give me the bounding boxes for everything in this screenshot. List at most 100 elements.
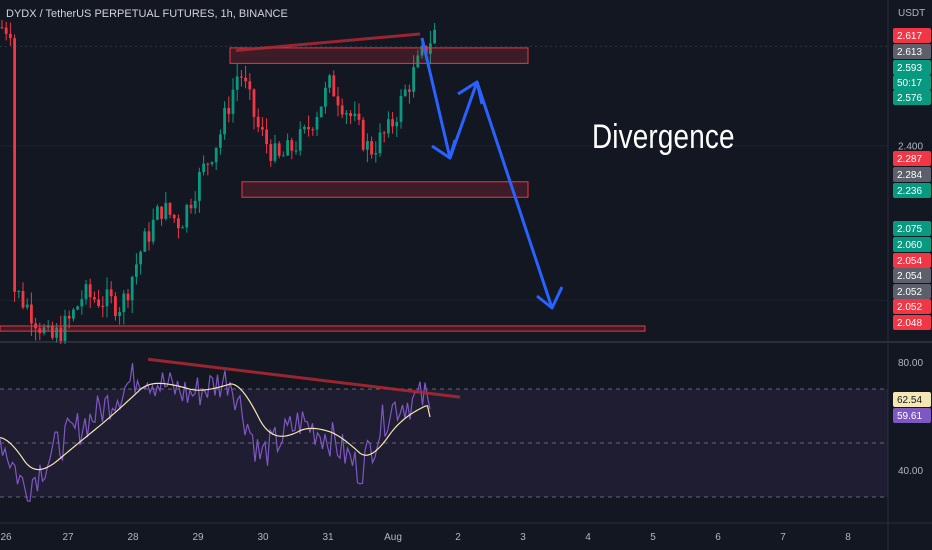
- price-label-box: [893, 299, 931, 314]
- price-label-box: [893, 75, 931, 90]
- candle-body: [130, 276, 134, 301]
- candle-body: [219, 134, 222, 148]
- candle-body: [25, 304, 29, 308]
- rsi-label-text: 59.61: [897, 411, 922, 422]
- price-label-box: [893, 268, 931, 283]
- candle-body: [412, 67, 415, 92]
- price-zone: [0, 325, 646, 332]
- candle-body: [315, 116, 319, 130]
- candle-body: [118, 312, 121, 316]
- time-tick: 27: [62, 532, 74, 543]
- price-label-text: 2.593: [897, 63, 922, 74]
- price-label-text: 2.075: [897, 224, 922, 235]
- price-label-text: 2.287: [897, 154, 922, 165]
- candle-body: [319, 106, 323, 117]
- candle-body: [193, 200, 197, 209]
- time-tick: 5: [650, 532, 656, 543]
- candle-body: [378, 132, 382, 154]
- candle-body: [214, 147, 218, 163]
- candle-body: [395, 121, 399, 127]
- candle-body: [286, 140, 289, 156]
- price-label-box: [893, 284, 931, 299]
- candle-body: [273, 143, 277, 161]
- price-label-text: 2.284: [897, 170, 922, 181]
- candle-body: [51, 325, 54, 338]
- rsi-divergence-line: [147, 357, 461, 399]
- candle-body: [256, 116, 260, 128]
- candle-body: [46, 325, 50, 328]
- price-label-box: [893, 44, 931, 59]
- candle-body: [105, 289, 109, 307]
- candle-body: [80, 299, 84, 307]
- candle-body: [408, 89, 411, 92]
- price-label-text: 2.236: [897, 186, 922, 197]
- candle-body: [261, 127, 264, 130]
- price-label-box: [893, 315, 931, 330]
- candle-body: [109, 289, 113, 297]
- price-divergence-line: [235, 32, 421, 52]
- time-tick: 26: [0, 532, 12, 543]
- price-label-text: 2.576: [897, 93, 922, 104]
- rsi-label-box: [893, 392, 931, 407]
- candle-body: [294, 150, 298, 152]
- time-tick: 31: [322, 532, 334, 543]
- candle-body: [429, 43, 432, 54]
- candle-body: [416, 55, 420, 68]
- price-label-box: [893, 151, 931, 166]
- candle-body: [382, 132, 386, 134]
- candle-body: [324, 87, 327, 107]
- candle-body: [177, 218, 180, 229]
- candle-body: [277, 143, 281, 156]
- divergence-annotation: Divergence: [592, 118, 735, 156]
- price-label-box: [893, 28, 931, 43]
- rsi-tick: 40.00: [898, 466, 923, 477]
- candle-body: [147, 231, 151, 242]
- time-tick: 28: [127, 532, 139, 543]
- price-tick: 2.400: [898, 142, 923, 153]
- price-label-text: 2.613: [897, 47, 922, 58]
- time-tick: 4: [585, 532, 591, 543]
- candle-body: [370, 141, 373, 155]
- candle-body: [252, 89, 256, 117]
- arrowhead-2: [457, 80, 484, 105]
- candle-body: [387, 119, 390, 134]
- price-label-text: 2.054: [897, 256, 922, 267]
- chart-title: DYDX / TetherUS PERPETUAL FUTURES, 1h, B…: [6, 8, 288, 20]
- candle-body: [336, 96, 340, 106]
- candle-body: [433, 29, 436, 44]
- price-label-text: 2.060: [897, 240, 922, 251]
- candle-body: [172, 214, 176, 219]
- candle-body: [76, 306, 79, 310]
- candle-body: [88, 284, 92, 298]
- candle-body: [311, 129, 315, 131]
- rsi-tick: 80.00: [898, 358, 923, 369]
- price-label-box: [893, 60, 931, 75]
- candle-body: [202, 163, 205, 173]
- candle-body: [420, 45, 424, 56]
- candle-body: [42, 327, 46, 334]
- rsi-label-text: 62.54: [897, 395, 922, 406]
- price-label-box: [893, 183, 931, 198]
- candle-body: [181, 227, 184, 229]
- candle-body: [353, 113, 357, 117]
- candle-body: [63, 315, 67, 341]
- candle-body: [391, 119, 394, 127]
- currency-label: USDT: [898, 8, 926, 19]
- price-label-text: 2.617: [897, 31, 922, 42]
- candle-body: [4, 27, 8, 34]
- time-tick: 30: [257, 532, 269, 543]
- price-label-box: [893, 237, 931, 252]
- candle-body: [248, 81, 252, 90]
- candle-body: [340, 105, 344, 115]
- candle-body: [151, 219, 155, 242]
- candle-body: [156, 206, 159, 220]
- candle-body: [227, 108, 231, 114]
- time-tick: 7: [780, 532, 786, 543]
- candle-body: [240, 76, 243, 78]
- arrowhead-1: [431, 139, 457, 160]
- candle-body: [198, 172, 201, 201]
- price-label-box: [893, 167, 931, 182]
- candle-body: [164, 202, 168, 219]
- candle-body: [290, 140, 294, 151]
